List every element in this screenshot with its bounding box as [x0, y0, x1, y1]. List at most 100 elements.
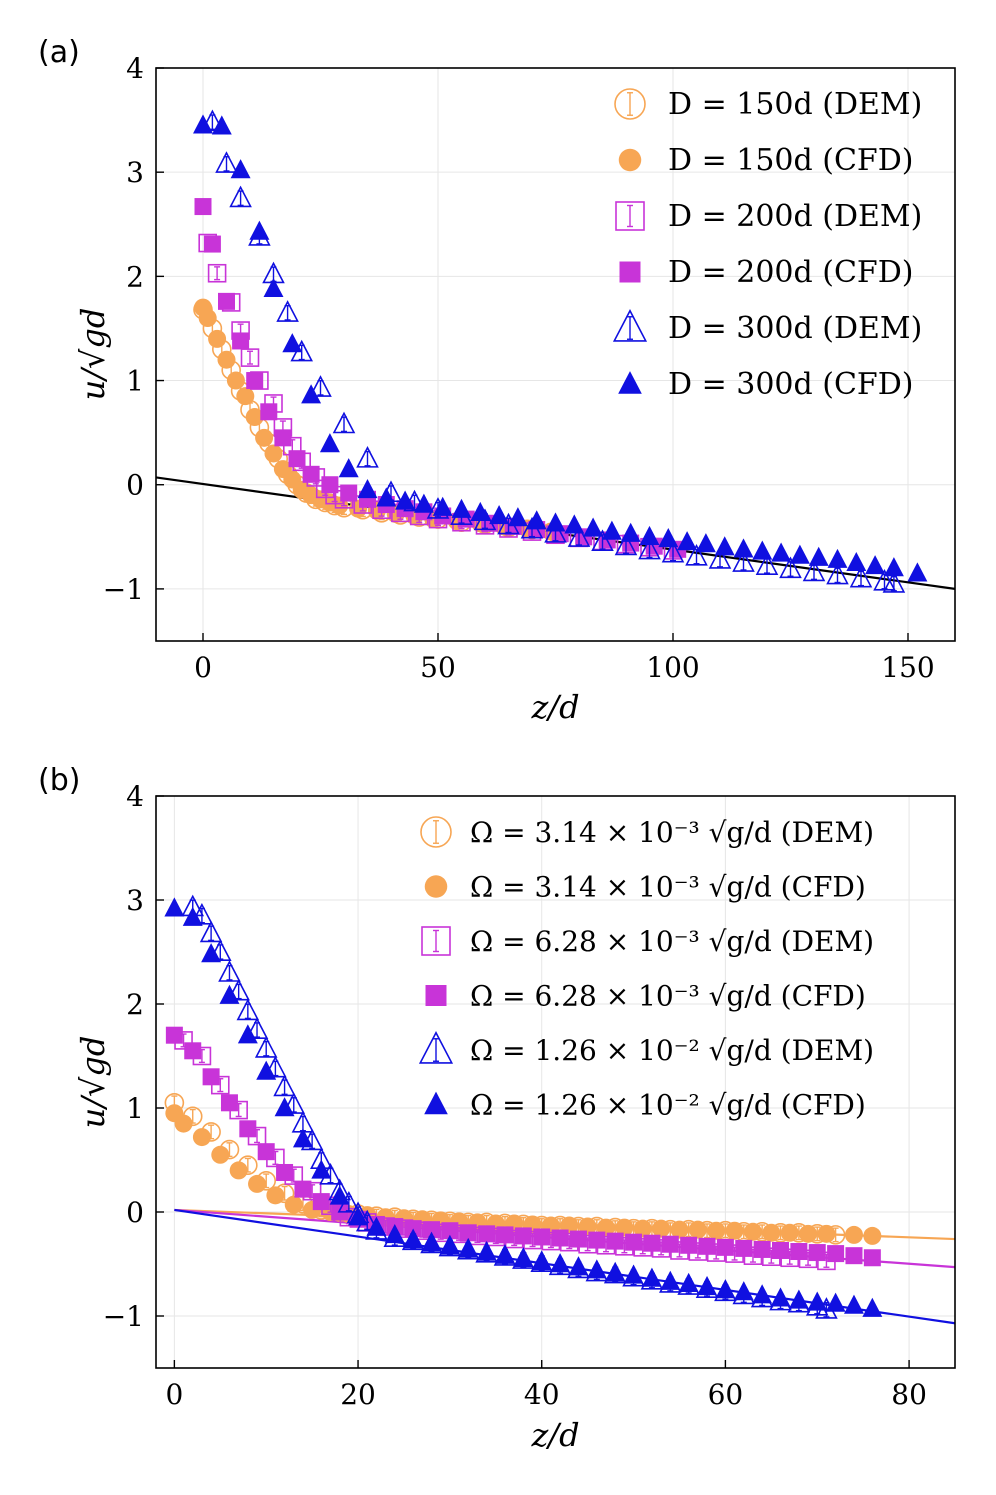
triangle-filled-marker: [678, 1272, 699, 1292]
triangle-open-marker: [245, 1017, 269, 1039]
triangle-filled-marker: [770, 1287, 791, 1307]
triangle-filled-marker: [513, 1247, 534, 1267]
triangle-filled-marker: [883, 557, 904, 577]
circle-filled-marker: [799, 1224, 818, 1243]
triangle-filled-marker: [476, 1241, 497, 1261]
panel-label: (a): [38, 35, 80, 70]
legend-label-5: D = 300d (DEM): [668, 311, 922, 346]
square-open-marker: [240, 348, 260, 367]
circle-filled-marker: [192, 1128, 211, 1147]
triangle-filled-marker: [564, 514, 585, 534]
square-filled-marker: [845, 1247, 863, 1265]
x-tick-label: 0: [194, 651, 212, 684]
triangle-filled-marker: [752, 1284, 773, 1304]
triangle-open-marker: [264, 1055, 287, 1078]
triangle-filled-marker: [451, 498, 472, 518]
circle-filled-marker: [780, 1223, 799, 1242]
x-tick-label: 150: [881, 651, 934, 684]
square-filled-marker: [643, 1234, 661, 1252]
y-tick-label: 4: [126, 780, 144, 813]
circle-filled-marker: [670, 1220, 689, 1239]
triangle-filled-marker: [752, 540, 773, 560]
square-filled-marker: [459, 1224, 477, 1242]
square-filled-marker: [203, 235, 221, 253]
y-tick-label: 2: [126, 988, 144, 1021]
triangle-filled-marker: [338, 458, 359, 478]
triangle-filled-marker: [733, 1281, 754, 1301]
circle-filled-marker: [255, 428, 274, 447]
circle-filled-marker: [618, 148, 642, 172]
triangle-filled-marker: [789, 544, 810, 564]
square-open-marker: [615, 201, 645, 231]
square-filled-marker: [321, 476, 339, 494]
x-tick-label: 60: [708, 1378, 744, 1411]
circle-filled-marker: [615, 1218, 634, 1237]
y-tick-label: −1: [103, 573, 144, 606]
triangle-filled-marker: [219, 984, 240, 1004]
triangle-filled-marker: [348, 1206, 369, 1226]
square-filled-marker: [260, 403, 278, 421]
plot-frame: [155, 67, 956, 642]
triangle-filled-marker: [639, 525, 660, 546]
y-tick-label: 4: [126, 52, 144, 85]
circle-filled-marker: [211, 1145, 230, 1164]
x-tick-label: 40: [524, 1378, 560, 1411]
square-filled-marker: [625, 1233, 643, 1251]
triangle-filled-marker: [193, 114, 213, 134]
circle-filled-marker: [264, 444, 283, 463]
triangle-open-marker: [309, 375, 332, 397]
triangle-open-marker: [190, 902, 214, 925]
triangle-filled-marker: [865, 555, 886, 575]
panel-a: 0 50 100 150 4 3 2 1 0 −1 (a) z/d u/√gd D = 150d (DEM…: [38, 35, 956, 726]
square-filled-marker: [288, 450, 306, 468]
triangle-filled-marker: [489, 505, 510, 525]
triangle-open-marker: [614, 533, 638, 556]
triangle-open-marker: [215, 151, 238, 173]
triangle-filled-marker: [237, 1024, 258, 1044]
square-filled-marker: [423, 1221, 441, 1239]
triangle-open-marker: [229, 185, 252, 208]
triangle-filled-marker: [384, 1223, 405, 1244]
square-filled-marker: [808, 1244, 826, 1262]
triangle-filled-marker: [601, 520, 622, 540]
square-filled-marker: [202, 1068, 220, 1086]
triangle-filled-marker: [249, 220, 270, 240]
y-tick-label: 0: [126, 469, 144, 502]
triangle-filled-marker: [526, 510, 547, 530]
legend-label-1: D = 150d (DEM): [668, 87, 922, 122]
circle-filled-marker: [236, 387, 255, 406]
circle-filled-marker: [229, 1161, 248, 1180]
square-filled-marker: [551, 1229, 569, 1247]
triangle-open-marker: [685, 543, 708, 566]
y-tick-label: −1: [103, 1300, 144, 1333]
circle-filled-marker: [688, 1220, 707, 1239]
circle-filled-marker: [217, 350, 236, 369]
legend-label-6: Ω = 1.26 × 10⁻² √g/d (CFD): [470, 1089, 866, 1122]
square-filled-marker: [294, 1180, 312, 1198]
square-filled-marker: [533, 1228, 551, 1246]
circle-filled-marker: [743, 1222, 762, 1241]
circle-filled-marker: [633, 1219, 652, 1238]
square-filled-marker: [772, 1241, 790, 1259]
y-tick-label: 0: [126, 1196, 144, 1229]
y-tick-label: 2: [126, 260, 144, 293]
circle-filled-marker: [844, 1225, 863, 1244]
square-filled-marker: [257, 1143, 275, 1161]
triangle-open-marker: [661, 540, 685, 563]
triangle-open-marker: [254, 1036, 278, 1058]
triangle-open-marker: [755, 553, 779, 575]
square-filled-marker: [340, 484, 358, 502]
triangle-filled-marker: [458, 1238, 479, 1258]
y-axis-label: u/√gd: [74, 308, 112, 401]
square-filled-marker: [827, 1245, 845, 1263]
triangle-filled-marker: [164, 897, 185, 917]
triangle-filled-marker: [733, 538, 754, 558]
triangle-open-marker: [208, 939, 232, 961]
triangle-filled-marker: [403, 1229, 424, 1249]
triangle-filled-marker: [618, 371, 642, 394]
triangle-filled-marker: [788, 1289, 809, 1309]
triangle-filled-marker: [825, 1292, 846, 1312]
legend-label-2: Ω = 3.14 × 10⁻³ √g/d (CFD): [470, 871, 866, 904]
circle-filled-marker: [762, 1223, 781, 1242]
